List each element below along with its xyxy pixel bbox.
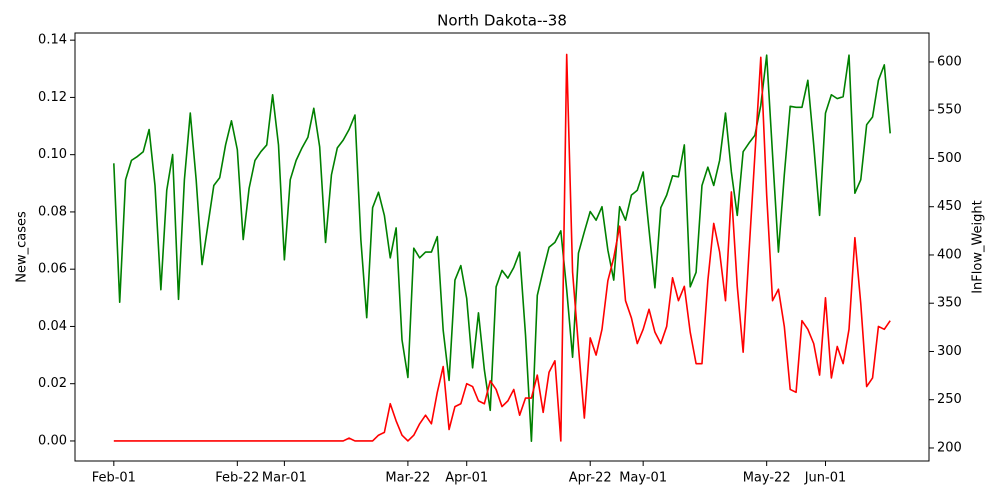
y2-axis-label: InFlow_Weight (971, 200, 986, 294)
y2-tick-label: 250 (937, 392, 962, 407)
x-tick-label: Feb-01 (92, 471, 136, 486)
y2-tick-label: 450 (937, 199, 962, 214)
x-tick-label: Jun-01 (804, 471, 847, 486)
y-tick-label: 0.08 (38, 204, 67, 219)
y-tick-label: 0.02 (38, 376, 67, 391)
y2-tick-label: 350 (937, 296, 962, 311)
y-tick-label: 0.06 (38, 262, 67, 277)
series-line (113, 54, 891, 443)
x-tick-label: Feb-22 (215, 471, 259, 486)
plot-frame (74, 32, 930, 462)
x-tick-label: Mar-01 (262, 471, 307, 486)
y2-tick-label: 300 (937, 344, 962, 359)
y2-tick-label: 400 (937, 247, 962, 262)
chart-title: North Dakota--38 (437, 12, 567, 30)
y2-tick-label: 200 (937, 440, 962, 455)
x-tick-label: Apr-01 (445, 471, 488, 486)
y2-tick-label: 500 (937, 151, 962, 166)
y-tick-label: 0.12 (38, 90, 67, 105)
x-tick-label: Mar-22 (385, 471, 430, 486)
y-axis-label: New_cases (15, 211, 30, 283)
y-tick-label: 0.10 (38, 147, 67, 162)
x-tick-label: May-01 (619, 471, 667, 486)
y-tick-label: 0.14 (38, 33, 67, 48)
series-line (113, 53, 891, 442)
x-tick-label: May-22 (743, 471, 791, 486)
y2-tick-label: 550 (937, 103, 962, 118)
y-tick-label: 0.04 (38, 319, 67, 334)
x-tick-label: Apr-22 (569, 471, 612, 486)
y-tick-label: 0.00 (38, 433, 67, 448)
y2-tick-label: 600 (937, 54, 962, 69)
